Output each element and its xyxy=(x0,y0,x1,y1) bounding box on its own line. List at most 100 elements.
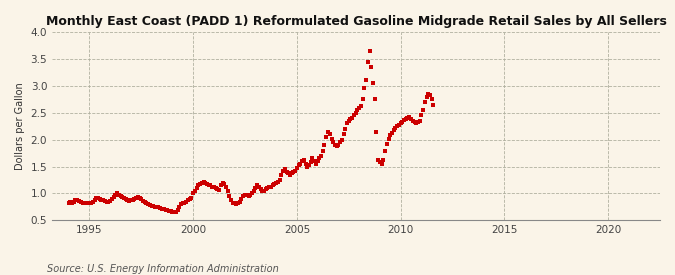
Point xyxy=(423,92,433,96)
Point xyxy=(76,200,86,204)
Point xyxy=(302,164,313,169)
Point xyxy=(210,186,221,190)
Point xyxy=(313,159,323,163)
Point xyxy=(65,200,76,204)
Point xyxy=(89,198,100,202)
Point xyxy=(96,198,107,202)
Point xyxy=(342,121,352,126)
Point xyxy=(119,196,130,200)
Point xyxy=(198,180,209,184)
Point xyxy=(221,185,232,189)
Point xyxy=(95,197,105,201)
Point xyxy=(193,183,204,188)
Point xyxy=(252,183,263,188)
Point xyxy=(169,210,180,214)
Point xyxy=(205,183,216,188)
Point xyxy=(283,171,294,175)
Point xyxy=(215,183,226,188)
Point xyxy=(305,160,316,164)
Point xyxy=(404,115,414,119)
Point xyxy=(419,100,430,104)
Point xyxy=(359,86,370,91)
Point xyxy=(134,196,145,200)
Point xyxy=(428,102,439,107)
Point xyxy=(364,49,375,53)
Point xyxy=(277,169,288,173)
Point xyxy=(224,194,235,198)
Point xyxy=(99,199,110,203)
Point xyxy=(108,195,119,199)
Point xyxy=(181,199,192,204)
Point xyxy=(416,113,427,118)
Point xyxy=(120,197,131,202)
Point xyxy=(72,198,83,202)
Point xyxy=(227,201,238,205)
Point xyxy=(338,132,349,136)
Point xyxy=(250,186,261,190)
Point xyxy=(217,180,228,185)
Point xyxy=(142,202,153,207)
Point xyxy=(392,124,402,128)
Point xyxy=(348,113,359,118)
Point xyxy=(286,171,297,175)
Point xyxy=(179,200,190,205)
Point xyxy=(111,191,122,196)
Point xyxy=(98,198,109,203)
Point xyxy=(157,206,167,211)
Point xyxy=(245,193,256,197)
Point xyxy=(129,197,140,202)
Point xyxy=(256,189,267,193)
Point xyxy=(261,187,271,191)
Point xyxy=(324,132,335,136)
Point xyxy=(390,126,401,130)
Point xyxy=(326,136,337,141)
Point xyxy=(80,201,91,205)
Point xyxy=(379,149,390,154)
Point xyxy=(101,199,112,204)
Point xyxy=(200,180,211,185)
Point xyxy=(115,193,126,198)
Point xyxy=(269,182,280,186)
Point xyxy=(304,163,315,168)
Point xyxy=(236,197,247,201)
Point xyxy=(225,198,236,202)
Point xyxy=(194,182,205,186)
Point xyxy=(292,166,302,170)
Point xyxy=(219,182,230,186)
Point xyxy=(362,59,373,64)
Point xyxy=(178,201,188,205)
Point xyxy=(385,133,396,138)
Point xyxy=(84,201,95,205)
Point xyxy=(279,167,290,171)
Point xyxy=(68,200,79,204)
Point xyxy=(411,121,422,126)
Point xyxy=(297,159,308,163)
Point xyxy=(378,158,389,162)
Point xyxy=(345,117,356,121)
Point xyxy=(136,197,146,202)
Point xyxy=(406,117,416,121)
Point xyxy=(67,201,78,205)
Point xyxy=(421,94,432,99)
Point xyxy=(288,170,299,174)
Point xyxy=(317,149,328,154)
Point xyxy=(340,127,350,131)
Point xyxy=(150,205,161,210)
Point xyxy=(167,210,178,214)
Point xyxy=(273,179,284,184)
Point xyxy=(293,163,304,168)
Point xyxy=(323,129,333,134)
Point xyxy=(418,108,429,112)
Point xyxy=(207,185,217,189)
Point xyxy=(319,143,330,147)
Point xyxy=(271,180,281,185)
Point xyxy=(88,199,99,204)
Point xyxy=(267,183,278,188)
Point xyxy=(184,197,195,201)
Point xyxy=(310,162,321,166)
Point xyxy=(209,185,219,189)
Point xyxy=(113,192,124,197)
Point xyxy=(172,207,183,212)
Point xyxy=(259,189,269,193)
Point xyxy=(295,162,306,166)
